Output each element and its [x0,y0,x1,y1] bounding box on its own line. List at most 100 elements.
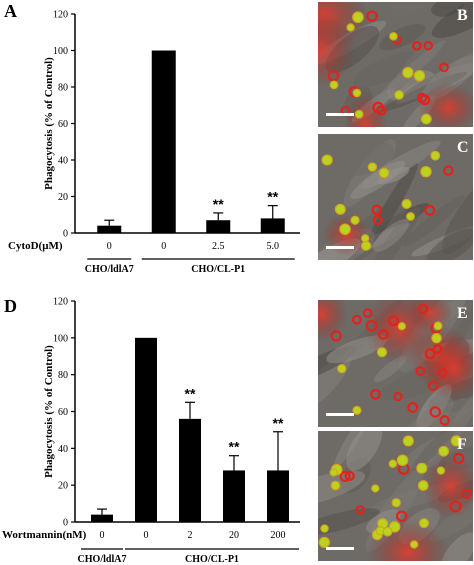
y-tick-label: 20 [58,481,68,492]
red-cytoplasm [422,453,473,520]
green-particle [382,526,393,537]
green-particle [389,32,398,41]
red-particle [415,366,426,377]
x-category-label: 0 [107,241,112,252]
red-particle [423,40,434,51]
group-label: CHO/CL-P1 [185,554,239,565]
red-particle [372,215,383,226]
red-particle [387,315,399,327]
green-particle [417,480,429,491]
scale-bar [326,246,354,249]
scale-bar [326,413,354,416]
micrograph-image [318,300,473,427]
group-label: CHO/ldlA7 [85,264,134,275]
green-particle [409,540,419,549]
green-particle [388,521,401,533]
cell-body [408,397,454,427]
micrograph-e: E [318,300,473,427]
bar [267,470,289,522]
bar [135,337,157,522]
red-particle [439,415,450,426]
green-particle [334,203,346,215]
red-particle [443,165,454,176]
green-particle [352,11,364,24]
x-category-label: 200 [271,530,286,541]
green-particle [320,524,329,533]
green-particle [388,459,398,468]
significance-mark: ** [229,439,240,455]
red-particle [432,344,443,354]
significance-mark: ** [273,415,284,431]
green-particle [378,167,390,179]
red-particle [365,319,378,332]
red-particle [419,94,431,106]
cell-body [433,384,473,427]
green-particle [337,364,347,374]
micrograph-letter: E [457,305,468,322]
bar [179,418,201,522]
red-particle [417,303,429,314]
y-axis-label: Phagocytosis (% of Control) [43,345,55,478]
green-particle [391,498,401,508]
y-axis-label: Phagocytosis (% of Control) [43,57,55,190]
panel-letter-a: A [4,1,17,21]
green-particle [360,240,372,251]
y-tick-label: 80 [58,370,68,381]
bar [260,218,285,233]
y-tick-label: 40 [58,444,68,455]
green-particle [367,162,378,172]
y-tick-label: 120 [53,10,68,21]
red-particle [351,314,362,325]
green-particle [371,484,380,493]
green-particle [406,212,415,221]
red-particle [371,204,383,216]
significance-mark: ** [213,196,224,212]
x-category-label: 0 [144,530,149,541]
bar [223,470,245,522]
green-particle [431,332,442,344]
cell-body [411,431,461,471]
treatment-label: Wortmannin(nM) [2,529,87,541]
bar [97,225,122,233]
cell-body [353,51,420,88]
red-particle [439,62,449,73]
cell-body [346,431,383,471]
red-particle [362,308,373,318]
red-particle [377,329,389,340]
cell-body [334,431,371,468]
scale-bar [326,547,354,550]
y-tick-label: 20 [58,192,68,203]
y-tick-label: 60 [58,407,68,418]
red-cytoplasm [318,300,349,342]
green-particle [352,88,362,98]
red-particle [438,368,448,378]
green-particle [413,70,426,82]
green-particle [402,66,414,79]
cell-body [373,219,409,252]
x-category-label: 20 [229,530,239,541]
green-particle [397,322,406,331]
green-particle [376,347,388,358]
red-particle [427,380,439,392]
bar [206,220,231,233]
treatment-label: CytoD(μM) [8,240,63,252]
green-particle [394,90,404,100]
red-particle [330,330,342,342]
red-particle [372,101,385,114]
green-particle [438,445,450,457]
green-particle [354,109,364,119]
chart-a: A 0 20 40 60 80 100 120 Phagocytosis (% of Contr… [4,1,300,275]
red-particle [461,488,472,500]
red-particle [327,69,340,82]
red-particle [453,452,465,465]
green-particle [339,223,351,236]
x-category-label: 2.5 [212,241,225,252]
red-particle [366,10,378,22]
x-category-label: 0 [161,241,166,252]
y-tick-label: 100 [53,46,68,57]
green-particle [416,462,428,474]
micrograph-c: C [318,134,473,260]
green-particle [318,536,331,549]
